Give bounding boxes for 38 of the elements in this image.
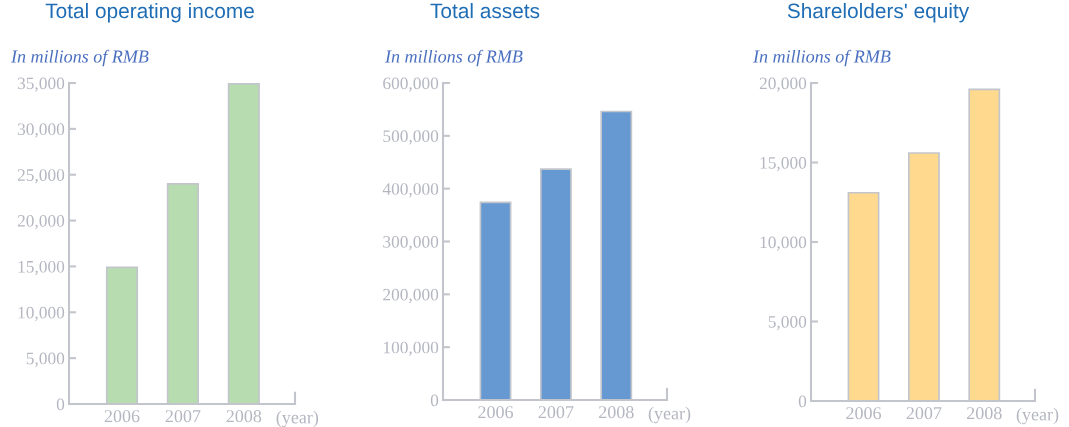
x-tick-label: 2006 <box>478 406 514 419</box>
y-tick-label: 15,000 <box>18 260 65 276</box>
x-tick-label: 2008 <box>967 407 1002 420</box>
y-tick-label: 5,000 <box>26 352 65 367</box>
y-tick-label: 400,000 <box>382 183 439 198</box>
chart-title: Total assets <box>430 2 540 19</box>
x-tick-label: 2006 <box>846 407 882 420</box>
x-tick-label: 2008 <box>226 410 262 423</box>
y-tick-label: 300,000 <box>383 235 439 251</box>
y-axis-title: In millions of RMB <box>384 49 523 67</box>
y-tick-label: 5,000 <box>768 315 807 331</box>
y-tick-label: 10,000 <box>760 236 807 251</box>
chart-title: Sharelolders' equity <box>787 2 970 23</box>
x-tick-label: 2008 <box>599 406 634 419</box>
y-axis-title: In millions of RMB <box>752 49 891 67</box>
y-tick-label: 10,000 <box>18 306 65 321</box>
y-axis-title: In millions of RMB <box>10 49 149 67</box>
x-tick-label: 2007 <box>538 406 574 419</box>
y-tick-label: 500,000 <box>383 130 439 145</box>
x-tick-label: 2007 <box>165 410 201 423</box>
y-tick-label: 0 <box>430 394 439 407</box>
y-tick-label: 200,000 <box>383 288 439 304</box>
y-tick-label: 100,000 <box>383 341 439 356</box>
y-tick-label: 35,000 <box>17 77 65 92</box>
x-tick-label: 2006 <box>104 410 140 423</box>
y-tick-label: 0 <box>56 398 65 411</box>
chart-title: Total operating income <box>45 2 254 23</box>
x-tick-label: 2007 <box>906 407 942 420</box>
y-tick-label: 30,000 <box>17 123 65 138</box>
y-tick-label: 20,000 <box>759 77 807 92</box>
y-tick-label: 15,000 <box>760 156 807 172</box>
y-tick-label: 600,000 <box>383 77 439 92</box>
x-axis-title: (year) <box>648 406 691 424</box>
y-tick-label: 25,000 <box>17 169 65 184</box>
y-tick-label: 0 <box>798 395 807 408</box>
x-axis-title: (year) <box>276 410 319 427</box>
y-tick-label: 20,000 <box>17 215 65 230</box>
x-axis-title: (year) <box>1016 407 1059 425</box>
